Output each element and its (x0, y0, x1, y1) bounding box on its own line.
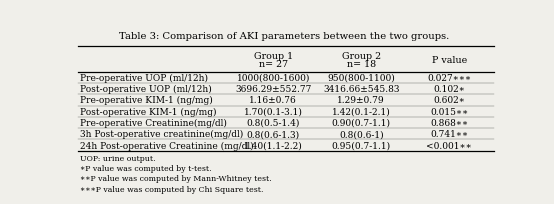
Text: Group 2: Group 2 (342, 51, 381, 60)
Text: 0.027∗∗∗: 0.027∗∗∗ (427, 73, 471, 82)
Text: 3696.29±552.77: 3696.29±552.77 (235, 85, 311, 94)
Text: P value: P value (432, 55, 467, 64)
Text: n= 18: n= 18 (347, 60, 376, 69)
Text: Post-operative KIM-1 (ng/mg): Post-operative KIM-1 (ng/mg) (80, 107, 217, 116)
Text: ∗∗P value was computed by Mann-Whitney test.: ∗∗P value was computed by Mann-Whitney t… (80, 174, 271, 182)
Text: ∗∗∗P value was computed by Chi Square test.: ∗∗∗P value was computed by Chi Square te… (80, 185, 264, 193)
Text: 0.602∗: 0.602∗ (433, 96, 465, 105)
Text: 1000(800-1600): 1000(800-1600) (237, 73, 310, 82)
Text: 0.868∗∗: 0.868∗∗ (430, 118, 468, 127)
Text: 0.741∗∗: 0.741∗∗ (430, 130, 468, 139)
Text: Pre-operative Creatinine(mg/dl): Pre-operative Creatinine(mg/dl) (80, 118, 227, 128)
Text: 1.29±0.79: 1.29±0.79 (337, 96, 385, 105)
Text: 3416.66±545.83: 3416.66±545.83 (323, 85, 399, 94)
Text: Pre-operative UOP (ml/12h): Pre-operative UOP (ml/12h) (80, 73, 208, 83)
Text: 0.8(0.6-1): 0.8(0.6-1) (339, 130, 383, 139)
Text: 0.8(0.6-1.3): 0.8(0.6-1.3) (247, 130, 300, 139)
Text: Table 3: Comparison of AKI parameters between the two groups.: Table 3: Comparison of AKI parameters be… (119, 32, 449, 41)
Text: 24h Post-operative Creatinine (mg/dl): 24h Post-operative Creatinine (mg/dl) (80, 141, 254, 150)
Text: n= 27: n= 27 (259, 60, 288, 69)
Text: Pre-operative KIM-1 (ng/mg): Pre-operative KIM-1 (ng/mg) (80, 96, 213, 105)
Text: ∗P value was computed by t-test.: ∗P value was computed by t-test. (80, 164, 212, 172)
Text: 0.8(0.5-1.4): 0.8(0.5-1.4) (247, 118, 300, 127)
Text: 1.70(0.1-3.1): 1.70(0.1-3.1) (244, 107, 302, 116)
Text: 950(800-1100): 950(800-1100) (327, 73, 395, 82)
Text: 3h Post-operative creatinine(mg/dl): 3h Post-operative creatinine(mg/dl) (80, 130, 243, 139)
Text: 0.102∗: 0.102∗ (433, 85, 465, 94)
Text: Post-operative UOP (ml/12h): Post-operative UOP (ml/12h) (80, 85, 212, 94)
Text: 0.015∗∗: 0.015∗∗ (430, 107, 468, 116)
Text: UOP: urine output.: UOP: urine output. (80, 154, 156, 162)
Text: <0.001∗∗: <0.001∗∗ (427, 141, 472, 150)
Text: 1.16±0.76: 1.16±0.76 (249, 96, 297, 105)
Text: Group 1: Group 1 (254, 51, 293, 60)
Text: 1.40(1.1-2.2): 1.40(1.1-2.2) (244, 141, 302, 150)
Text: 1.42(0.1-2.1): 1.42(0.1-2.1) (332, 107, 391, 116)
Text: 0.95(0.7-1.1): 0.95(0.7-1.1) (332, 141, 391, 150)
Text: 0.90(0.7-1.1): 0.90(0.7-1.1) (332, 118, 391, 127)
